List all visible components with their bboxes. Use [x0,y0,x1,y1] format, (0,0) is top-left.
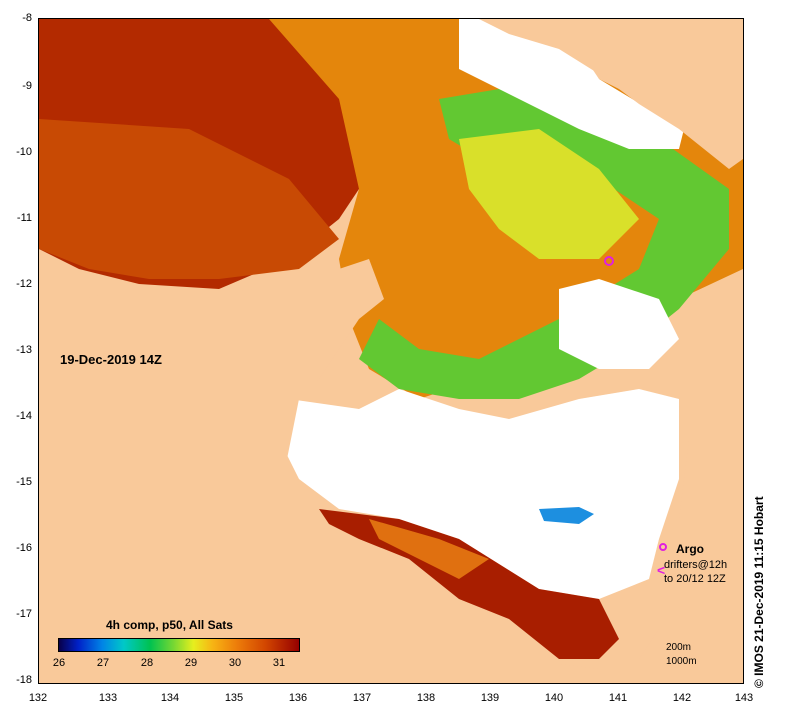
map-area [38,18,744,684]
drifters-legend-period: to 20/12 12Z [664,573,726,585]
argo-legend-label: Argo [676,542,704,556]
sst-colorbar [58,638,300,652]
lon-tick-label: 134 [160,692,180,704]
lat-tick-label: -14 [16,410,32,422]
lon-tick-label: 142 [672,692,692,704]
drifter-legend-icon: < [657,562,666,578]
lon-tick-label: 139 [480,692,500,704]
colorbar-tick: 28 [140,657,154,669]
sst-yellow-patches [459,129,639,259]
lat-tick-label: -12 [16,278,32,290]
isobath-200-label: 200m [666,642,692,653]
lon-tick-label: 143 [734,692,754,704]
lon-tick-label: 141 [608,692,628,704]
lat-tick-label: -11 [16,212,32,224]
lat-tick-label: -9 [22,80,32,92]
lat-tick-label: -8 [22,12,32,24]
argo-legend-icon [659,543,667,551]
lon-tick-label: 140 [544,692,564,704]
drifters-legend-label: drifters@12h [664,559,728,571]
date-label: 19-Dec-2019 14Z [60,352,162,367]
credit-text: © IMOS 21-Dec-2019 11:15 Hobart [752,496,766,688]
lat-tick-label: -10 [16,146,32,158]
sst-darkorange-west [39,119,339,279]
lon-tick-label: 137 [352,692,372,704]
colorbar-tick: 31 [272,657,286,669]
land-east-pnp [669,299,743,619]
sst-orange-south [369,519,489,579]
no-data-central [559,279,679,369]
lon-tick-label: 138 [416,692,436,704]
land-new-guinea [479,19,743,169]
colorbar-title: 4h comp, p50, All Sats [106,618,233,632]
lat-tick-label: -17 [16,608,32,620]
lon-tick-label: 136 [288,692,308,704]
no-data-northeast [459,19,689,149]
lat-tick-label: -15 [16,476,32,488]
lon-tick-label: 132 [28,692,48,704]
land-cape-york [39,259,384,539]
lat-tick-label: -13 [16,344,32,356]
lon-tick-label: 133 [98,692,118,704]
colorbar-tick: 30 [228,657,242,669]
sst-map [39,19,743,683]
colorbar-tick: 26 [52,657,66,669]
lat-tick-label: -18 [16,674,32,686]
colorbar-tick: 27 [96,657,110,669]
colorbar-tick: 29 [184,657,198,669]
lat-tick-label: -16 [16,542,32,554]
sst-blue-patch [539,507,594,524]
no-data-gulf [279,389,679,599]
argo-float-marker [604,256,614,266]
lon-tick-label: 135 [224,692,244,704]
isobath-1000-label: 1000m [666,656,697,667]
